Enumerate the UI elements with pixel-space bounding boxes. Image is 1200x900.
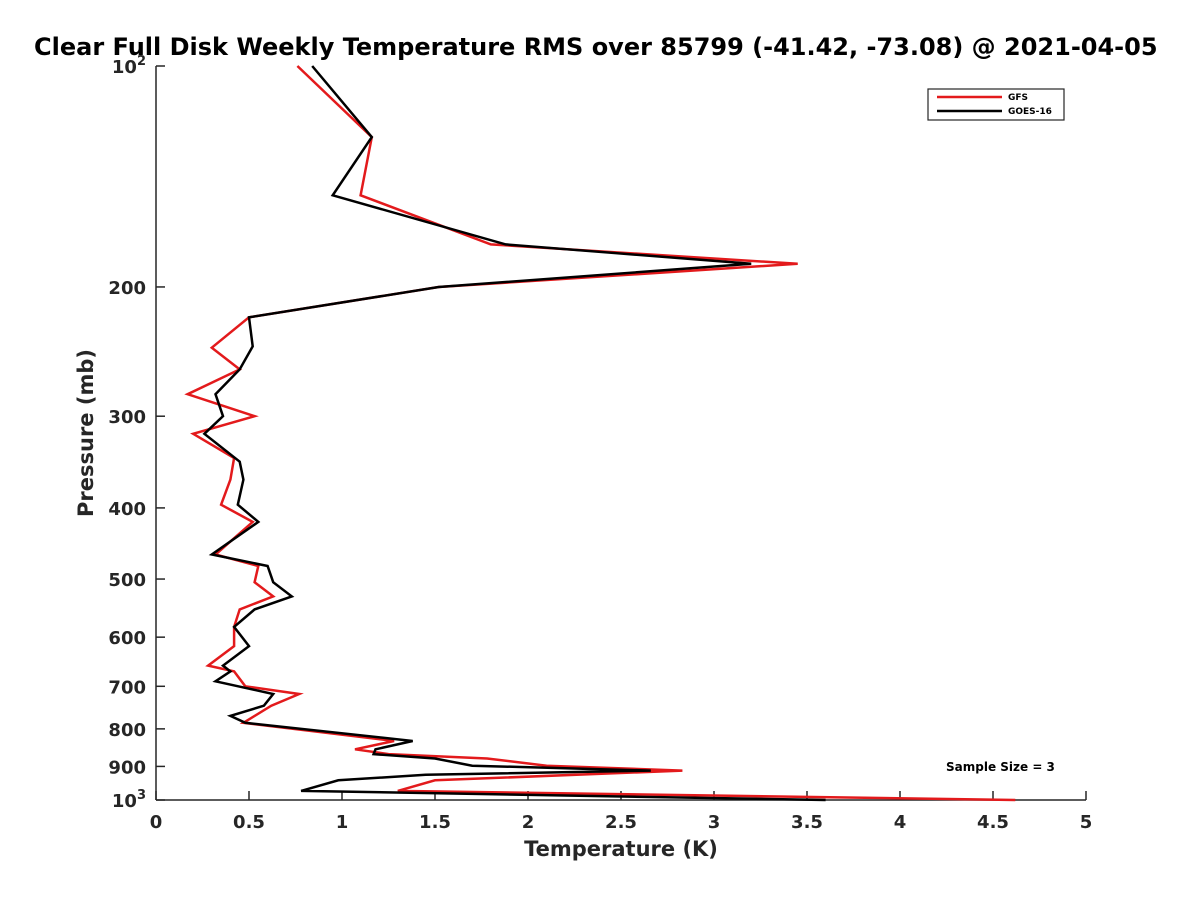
- y-tick-label: 600: [108, 628, 146, 649]
- x-tick-label: 0.5: [233, 812, 265, 833]
- x-tick-label: 2.5: [605, 812, 637, 833]
- y-ticks: 102 200 300 400 500 600 700 800 900 103: [108, 54, 165, 812]
- x-tick-label: 0: [150, 812, 163, 833]
- y-tick-label: 900: [108, 757, 146, 778]
- legend: GFS GOES-16: [927, 88, 1065, 121]
- x-tick-label: 1: [336, 812, 349, 833]
- x-ticks: 0 0.5 1 1.5 2 2.5 3 3.5 4 4.5 5: [150, 791, 1093, 833]
- legend-label-goes-16: GOES-16: [1008, 107, 1052, 117]
- y-tick-label: 400: [108, 499, 146, 520]
- y-tick-label: 200: [108, 278, 146, 299]
- y-tick-label: 103: [112, 788, 146, 812]
- chart-title: Clear Full Disk Weekly Temperature RMS o…: [34, 33, 1158, 61]
- y-tick-label: 500: [108, 570, 146, 591]
- x-tick-label: 1.5: [419, 812, 451, 833]
- plot-frame: [155, 66, 1086, 801]
- x-tick-label: 2: [522, 812, 535, 833]
- y-tick-label: 700: [108, 677, 146, 698]
- x-tick-label: 3.5: [791, 812, 823, 833]
- series-line-goes-16: [202, 65, 826, 802]
- legend-label-gfs: GFS: [1008, 93, 1028, 103]
- x-tick-label: 3: [708, 812, 721, 833]
- x-axis-label: Temperature (K): [524, 837, 718, 861]
- y-axis-label: Pressure (mb): [74, 349, 98, 517]
- x-tick-label: 4: [894, 812, 907, 833]
- y-tick-label: 800: [108, 720, 146, 741]
- sample-size-annotation: Sample Size = 3: [946, 760, 1055, 774]
- x-tick-label: 4.5: [977, 812, 1009, 833]
- y-tick-label: 102: [112, 54, 146, 78]
- legend-box: [927, 88, 1065, 121]
- x-tick-label: 5: [1080, 812, 1093, 833]
- series-layer: [184, 65, 1016, 802]
- series-line-gfs: [184, 65, 1016, 802]
- y-tick-label: 300: [108, 407, 146, 428]
